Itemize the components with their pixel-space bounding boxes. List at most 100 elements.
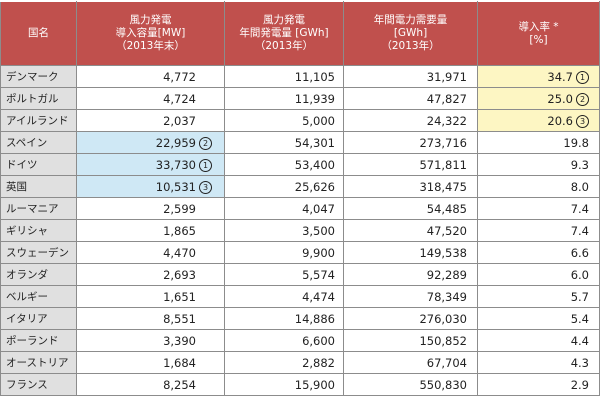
rate-value: 20.6 <box>547 113 573 128</box>
header-demand: 年間電力需要量 [GWh] （2013年） <box>343 1 478 66</box>
capacity-cell: 8,254 <box>76 373 225 396</box>
capacity-value: 22,959 <box>155 135 196 150</box>
capacity-cell: 1,651 <box>76 285 225 308</box>
generation-cell: 25,626 <box>224 175 344 198</box>
capacity-value: 4,724 <box>163 91 196 106</box>
rate-cell: 9.3 <box>477 153 600 176</box>
header-generation: 風力発電 年間発電量 [GWh] （2013年） <box>224 1 344 66</box>
capacity-value: 1,651 <box>163 289 196 304</box>
capacity-cell: 1,684 <box>76 351 225 374</box>
rate-value: 9.3 <box>570 157 589 172</box>
capacity-value: 8,551 <box>163 311 196 326</box>
capacity-cell: 4,724 <box>76 87 225 110</box>
rate-cell: 2.9 <box>477 373 600 396</box>
rate-cell: 7.4 <box>477 219 600 242</box>
generation-cell: 5,574 <box>224 263 344 286</box>
table-body: デンマーク 4,772 11,105 31,971 34.7 1 ポルトガル 4,724 11,… <box>0 65 600 396</box>
header-generation-line: 年間発電量 [GWh] <box>239 27 329 39</box>
rate-rank-badge: 2 <box>576 92 589 106</box>
capacity-cell: 2,037 <box>76 109 225 132</box>
demand-cell: 318,475 <box>343 175 478 198</box>
generation-cell: 4,474 <box>224 285 344 308</box>
capacity-cell: 10,531 3 <box>76 175 225 198</box>
country-name: ルーマニア <box>0 197 77 220</box>
capacity-value: 33,730 <box>155 157 196 172</box>
table-row: フランス 8,254 15,900 550,830 2.9 <box>0 373 600 396</box>
demand-cell: 149,538 <box>343 241 478 264</box>
rate-cell: 20.6 3 <box>477 109 600 132</box>
country-name: ギリシャ <box>0 219 77 242</box>
generation-cell: 14,886 <box>224 307 344 330</box>
table-row: ポーランド 3,390 6,600 150,852 4.4 <box>0 329 600 352</box>
table-header: 国名 風力発電導入容量[MW] （2013年末） 風力発電 年間発電量 [GWh] （20… <box>0 1 600 66</box>
capacity-value: 1,865 <box>163 223 196 238</box>
demand-cell: 92,289 <box>343 263 478 286</box>
demand-cell: 273,716 <box>343 131 478 154</box>
header-capacity-line: 導入容量[MW] <box>115 27 186 39</box>
capacity-value: 3,390 <box>163 333 196 348</box>
header-generation-line: （2013年） <box>254 40 314 52</box>
capacity-cell: 8,551 <box>76 307 225 330</box>
generation-cell: 54,301 <box>224 131 344 154</box>
demand-cell: 150,852 <box>343 329 478 352</box>
generation-cell: 53,400 <box>224 153 344 176</box>
table-row: アイルランド 2,037 5,000 24,322 20.6 3 <box>0 109 600 132</box>
country-name: フランス <box>0 373 77 396</box>
demand-cell: 78,349 <box>343 285 478 308</box>
rate-cell: 5.4 <box>477 307 600 330</box>
capacity-rank-badge: 1 <box>199 158 212 172</box>
demand-cell: 54,485 <box>343 197 478 220</box>
header-row: 国名 風力発電導入容量[MW] （2013年末） 風力発電 年間発電量 [GWh] （20… <box>0 1 600 66</box>
demand-cell: 276,030 <box>343 307 478 330</box>
capacity-cell: 4,470 <box>76 241 225 264</box>
capacity-cell: 22,959 2 <box>76 131 225 154</box>
country-name: スウェーデン <box>0 241 77 264</box>
header-rate-line: [%] <box>529 33 548 46</box>
country-name: オランダ <box>0 263 77 286</box>
table-row: ドイツ 33,730 1 53,400 571,811 9.3 <box>0 153 600 176</box>
capacity-cell: 2,693 <box>76 263 225 286</box>
demand-cell: 31,971 <box>343 65 478 88</box>
rate-value: 6.6 <box>570 245 589 260</box>
generation-cell: 3,500 <box>224 219 344 242</box>
rate-value: 5.4 <box>570 311 589 326</box>
demand-cell: 550,830 <box>343 373 478 396</box>
demand-cell: 67,704 <box>343 351 478 374</box>
rate-value: 4.4 <box>570 333 589 348</box>
country-name: イタリア <box>0 307 77 330</box>
header-generation-line: 風力発電 <box>263 14 305 26</box>
rate-cell: 34.7 1 <box>477 65 600 88</box>
capacity-cell: 2,599 <box>76 197 225 220</box>
generation-cell: 9,900 <box>224 241 344 264</box>
capacity-cell: 4,772 <box>76 65 225 88</box>
rate-cell: 6.0 <box>477 263 600 286</box>
capacity-value: 2,693 <box>163 267 196 282</box>
demand-cell: 571,811 <box>343 153 478 176</box>
rate-rank-badge: 1 <box>576 70 589 84</box>
capacity-cell: 1,865 <box>76 219 225 242</box>
capacity-cell: 3,390 <box>76 329 225 352</box>
table-row: オーストリア 1,684 2,882 67,704 4.3 <box>0 351 600 374</box>
header-country-line: 国名 <box>28 27 49 39</box>
header-demand-line: [GWh] <box>393 27 428 39</box>
rate-value: 4.3 <box>570 355 589 370</box>
rate-cell: 7.4 <box>477 197 600 220</box>
table-row: スペイン 22,959 2 54,301 273,716 19.8 <box>0 131 600 154</box>
country-name: オーストリア <box>0 351 77 374</box>
generation-cell: 11,105 <box>224 65 344 88</box>
country-name: ドイツ <box>0 153 77 176</box>
capacity-value: 4,772 <box>163 69 196 84</box>
header-demand-line: （2013年） <box>381 40 440 52</box>
demand-cell: 24,322 <box>343 109 478 132</box>
rate-value: 34.7 <box>547 69 573 84</box>
rate-rank-badge: 3 <box>576 114 589 128</box>
wind-power-table: 国名 風力発電導入容量[MW] （2013年末） 風力発電 年間発電量 [GWh] （20… <box>0 1 600 396</box>
header-capacity-line: （2013年末） <box>116 40 185 52</box>
rate-value: 6.0 <box>570 267 589 282</box>
table-row: ルーマニア 2,599 4,047 54,485 7.4 <box>0 197 600 220</box>
rate-cell: 8.0 <box>477 175 600 198</box>
capacity-rank-badge: 2 <box>199 136 212 150</box>
country-name: アイルランド <box>0 109 77 132</box>
table-row: ベルギー 1,651 4,474 78,349 5.7 <box>0 285 600 308</box>
